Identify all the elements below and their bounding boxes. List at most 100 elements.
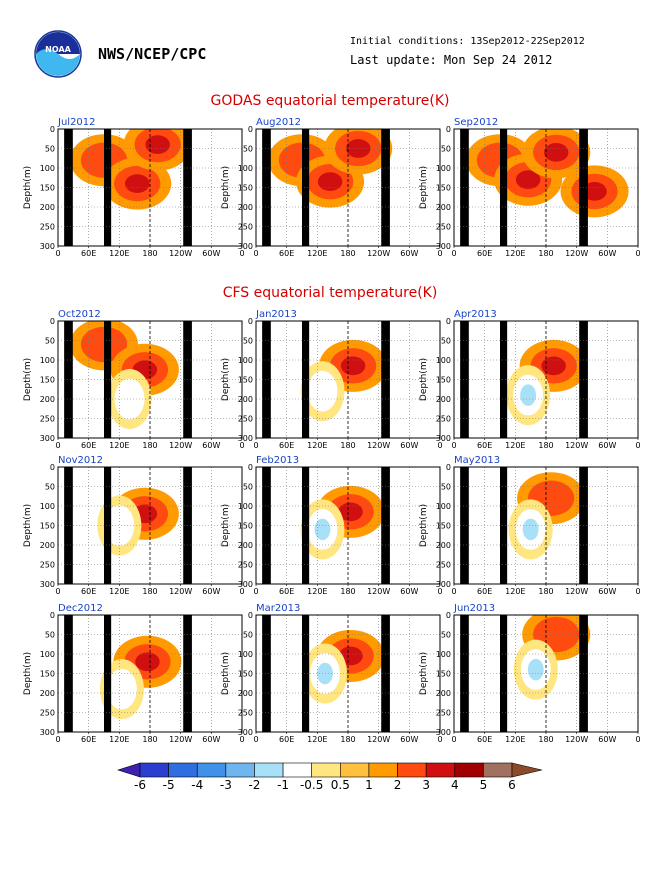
panel-title: Feb2013 bbox=[256, 455, 299, 466]
anomaly-feature bbox=[145, 135, 170, 154]
x-tick-label: 60E bbox=[81, 735, 96, 744]
anomaly-feature bbox=[515, 170, 541, 190]
anomaly-feature bbox=[135, 652, 160, 672]
y-tick-label: 250 bbox=[238, 561, 253, 570]
y-tick-label: 200 bbox=[238, 541, 253, 550]
y-tick-label: 0 bbox=[248, 125, 253, 134]
panel-title: Jun2013 bbox=[453, 603, 495, 614]
anomaly-feature bbox=[314, 518, 331, 541]
x-tick-label: 60W bbox=[202, 249, 220, 258]
land-mask bbox=[104, 129, 112, 246]
y-tick-label: 250 bbox=[238, 415, 253, 424]
y-tick-label: 200 bbox=[436, 395, 451, 404]
x-tick-label: 0 bbox=[635, 441, 640, 450]
anomaly-feature bbox=[106, 668, 137, 710]
colorbar-box bbox=[368, 762, 398, 778]
x-tick-label: 0 bbox=[451, 587, 456, 596]
y-tick-label: 250 bbox=[436, 709, 451, 718]
panel-title: Apr2013 bbox=[454, 309, 497, 320]
y-tick-label: 250 bbox=[40, 709, 55, 718]
x-tick-label: 120E bbox=[505, 587, 525, 596]
x-tick-label: 120W bbox=[565, 441, 588, 450]
y-tick-label: 100 bbox=[436, 164, 451, 173]
x-tick-label: 180 bbox=[340, 587, 355, 596]
colorbar-label: -2 bbox=[248, 778, 260, 792]
colorbar-box bbox=[454, 762, 484, 778]
colorbar-arrow-high bbox=[511, 762, 543, 778]
y-tick-label: 150 bbox=[238, 376, 253, 385]
y-tick-label: 100 bbox=[238, 502, 253, 511]
y-axis-label: Depth(m) bbox=[23, 504, 33, 547]
land-mask bbox=[302, 615, 310, 732]
y-tick-label: 150 bbox=[436, 376, 451, 385]
y-tick-label: 250 bbox=[238, 709, 253, 718]
y-tick-label: 50 bbox=[45, 145, 55, 154]
y-tick-label: 0 bbox=[248, 317, 253, 326]
anomaly-feature bbox=[338, 502, 363, 522]
x-tick-label: 60W bbox=[202, 441, 220, 450]
colorbar-box bbox=[168, 762, 198, 778]
x-tick-label: 0 bbox=[253, 587, 258, 596]
panel-title: Aug2012 bbox=[256, 117, 301, 128]
x-tick-label: 0 bbox=[451, 441, 456, 450]
colorbar-label: -4 bbox=[191, 778, 203, 792]
agency-label: NWS/NCEP/CPC bbox=[98, 45, 207, 63]
land-mask bbox=[500, 615, 508, 732]
x-tick-label: 60W bbox=[598, 587, 616, 596]
land-mask bbox=[64, 615, 73, 732]
y-tick-label: 50 bbox=[243, 631, 253, 640]
x-tick-label: 0 bbox=[239, 249, 244, 258]
colorbar-label: -0.5 bbox=[300, 778, 323, 792]
y-tick-label: 200 bbox=[238, 395, 253, 404]
initial-conditions-label: Initial conditions: 13Sep2012-22Sep2012 bbox=[350, 36, 585, 47]
land-mask bbox=[302, 321, 310, 438]
colorbar-label: 2 bbox=[394, 778, 402, 792]
land-mask bbox=[460, 615, 469, 732]
y-tick-label: 0 bbox=[446, 463, 451, 472]
cfs-section-title: CFS equatorial temperature(K) bbox=[222, 285, 438, 301]
y-tick-label: 150 bbox=[436, 522, 451, 531]
x-tick-label: 120W bbox=[565, 735, 588, 744]
y-axis-label: Depth(m) bbox=[419, 166, 429, 209]
land-mask bbox=[460, 129, 469, 246]
y-tick-label: 150 bbox=[40, 184, 55, 193]
y-tick-label: 50 bbox=[441, 483, 451, 492]
x-tick-label: 60W bbox=[400, 587, 418, 596]
y-tick-label: 100 bbox=[436, 650, 451, 659]
anomaly-feature bbox=[317, 172, 343, 192]
x-tick-label: 180 bbox=[340, 249, 355, 258]
y-tick-label: 300 bbox=[40, 434, 55, 443]
x-tick-label: 120W bbox=[565, 249, 588, 258]
x-tick-label: 0 bbox=[437, 735, 442, 744]
x-tick-label: 120E bbox=[307, 587, 327, 596]
y-tick-label: 100 bbox=[40, 164, 55, 173]
y-tick-label: 250 bbox=[40, 415, 55, 424]
y-tick-label: 100 bbox=[40, 650, 55, 659]
land-mask bbox=[262, 467, 271, 584]
x-tick-label: 120E bbox=[307, 249, 327, 258]
x-tick-label: 60E bbox=[279, 735, 294, 744]
y-tick-label: 50 bbox=[441, 631, 451, 640]
colorbar-box bbox=[139, 762, 169, 778]
x-tick-label: 0 bbox=[55, 249, 60, 258]
y-tick-label: 150 bbox=[40, 376, 55, 385]
colorbar-label: 0.5 bbox=[331, 778, 350, 792]
colorbar-label: 1 bbox=[365, 778, 373, 792]
x-tick-label: 120E bbox=[109, 249, 129, 258]
y-tick-label: 0 bbox=[446, 611, 451, 620]
colorbar-box bbox=[196, 762, 227, 778]
anomaly-feature bbox=[541, 356, 566, 376]
y-tick-label: 0 bbox=[446, 317, 451, 326]
y-tick-label: 100 bbox=[238, 650, 253, 659]
x-tick-label: 0 bbox=[451, 249, 456, 258]
y-tick-label: 50 bbox=[45, 483, 55, 492]
y-tick-label: 250 bbox=[436, 561, 451, 570]
y-tick-label: 250 bbox=[436, 223, 451, 232]
y-tick-label: 300 bbox=[238, 728, 253, 737]
panel-title: May2013 bbox=[454, 455, 500, 466]
x-tick-label: 0 bbox=[239, 441, 244, 450]
y-tick-label: 150 bbox=[436, 184, 451, 193]
